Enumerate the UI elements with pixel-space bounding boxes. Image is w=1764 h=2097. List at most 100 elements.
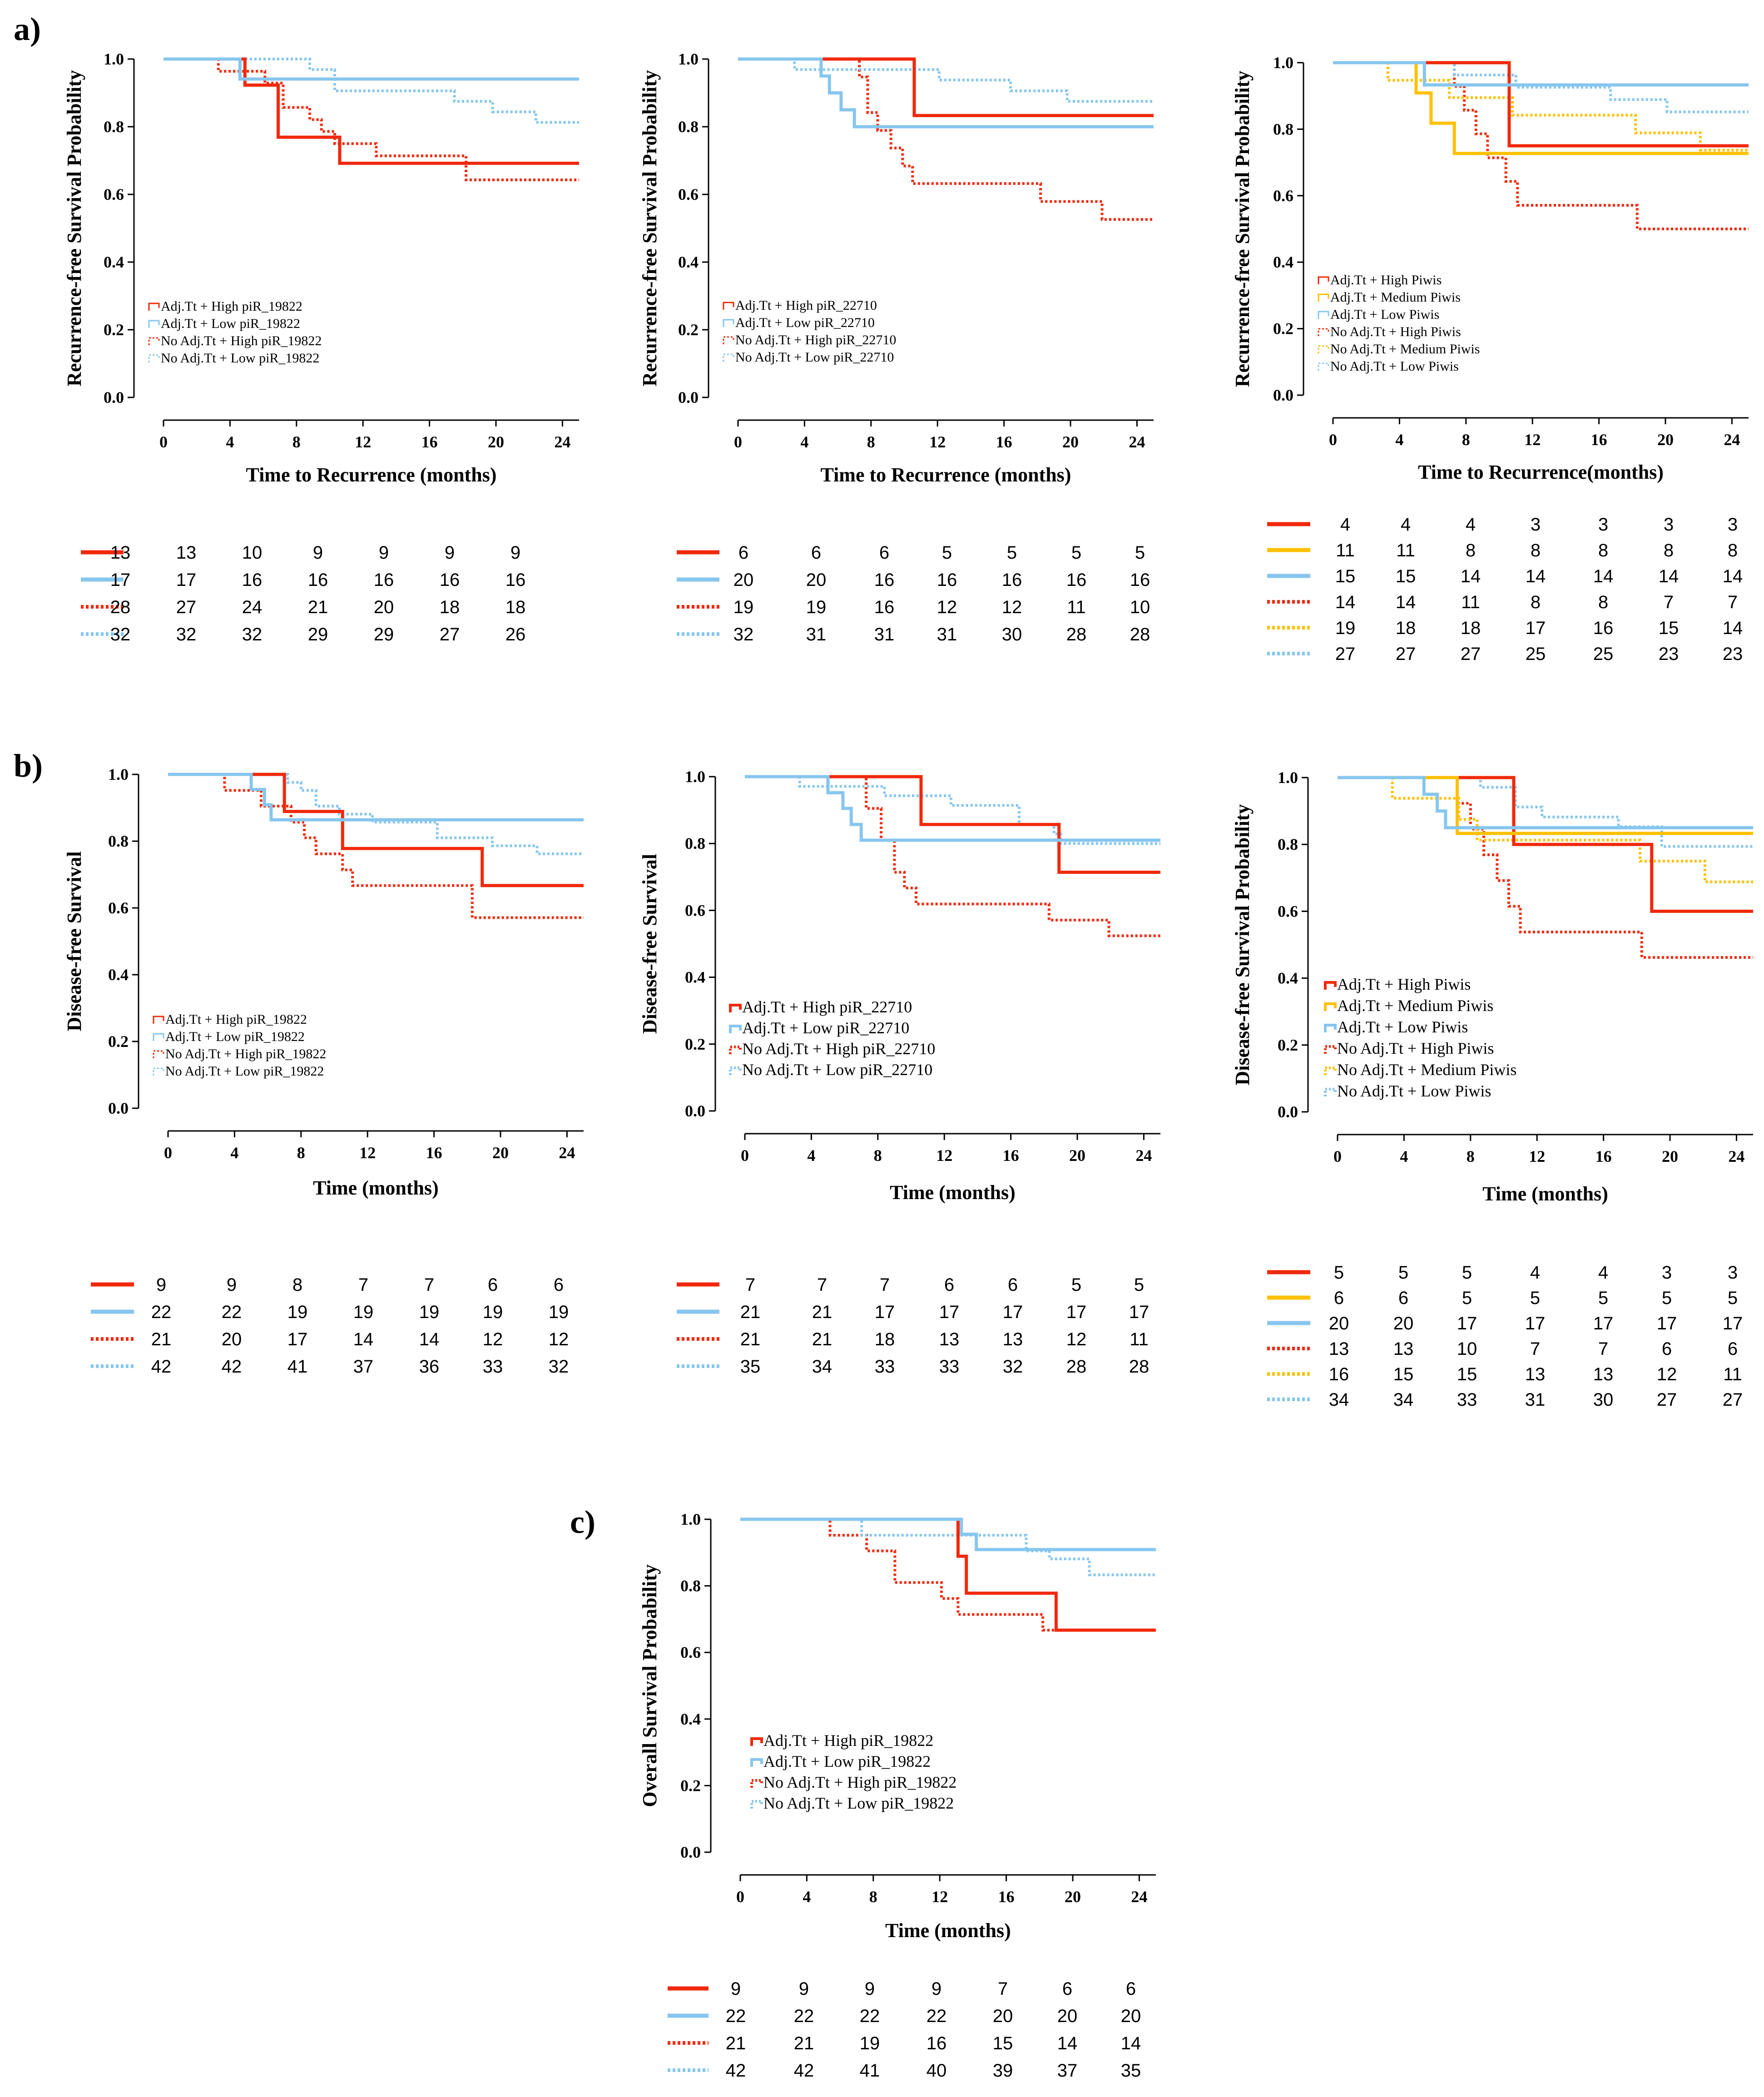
risk-count: 29: [308, 625, 328, 644]
risk-count: 6: [1662, 1339, 1672, 1359]
risk-count: 12: [1066, 1329, 1087, 1349]
legend-entry: Adj.Tt + High Piwis: [1337, 975, 1471, 993]
risk-count: 16: [242, 570, 263, 590]
risk-count: 16: [937, 570, 957, 590]
risk-count: 31: [937, 625, 957, 644]
legend-symbol: [153, 1033, 164, 1041]
y-tick-label: 0.2: [1278, 1036, 1298, 1054]
series-line: [168, 773, 584, 855]
y-tick-label: 1.0: [680, 1510, 701, 1528]
y-tick-label: 1.0: [678, 50, 699, 68]
x-tick-label: 16: [421, 433, 438, 451]
legend-symbol: [148, 354, 160, 362]
risk-count: 20: [1057, 2006, 1078, 2026]
risk-count: 27: [176, 597, 197, 617]
risk-count: 13: [110, 543, 131, 563]
legend-entry: No Adj.Tt + High piR_19822: [763, 1773, 956, 1791]
risk-count: 11: [1723, 1364, 1742, 1384]
risk-count: 20: [374, 597, 394, 617]
x-tick-label: 8: [292, 433, 301, 451]
risk-count: 4: [1530, 1263, 1540, 1283]
risk-count: 22: [726, 2006, 746, 2026]
series-line: [745, 775, 1160, 874]
x-axis-title: Time (months): [890, 1181, 1016, 1204]
risk-count: 3: [1598, 515, 1608, 535]
legend-symbol: [1324, 1024, 1337, 1032]
risk-count: 6: [811, 543, 821, 563]
risk-count: 10: [1130, 597, 1150, 617]
x-axis-title: Time to Recurrence(months): [1418, 461, 1664, 483]
risk-count: 21: [726, 2033, 746, 2053]
x-tick-label: 0: [741, 1146, 749, 1165]
risk-count: 17: [1525, 1314, 1546, 1334]
x-tick-label: 16: [1596, 1147, 1612, 1165]
series-line: [738, 57, 1154, 117]
risk-table: 4 4 4 3 3 3 3 11 11 8 8 8 8 8 15 15 14 14 14 14 14 14 14 11 8 8 7 7…: [1267, 515, 1743, 664]
y-axis-title: Disease-free Survival Probability: [1231, 804, 1254, 1085]
x-tick-label: 12: [359, 1144, 376, 1162]
y-tick-label: 0.2: [108, 1032, 129, 1051]
risk-table: 9 9 8 7 7 6 6 22 22 19 19 19 19 19 21 20 17 14 14 12 12 42 42 4…: [91, 1275, 569, 1377]
risk-count: 19: [483, 1302, 503, 1322]
legend-entry: Adj.Tt + Medium Piwis: [1337, 996, 1493, 1015]
risk-count: 30: [1593, 1390, 1614, 1410]
series-line: [740, 1517, 1156, 1552]
risk-count: 9: [445, 543, 455, 563]
risk-count: 9: [865, 1979, 875, 1999]
x-tick-label: 0: [1333, 1147, 1342, 1165]
y-tick-label: 0.4: [104, 253, 124, 271]
legend-symbol: [1318, 276, 1329, 284]
risk-count: 4: [1340, 515, 1350, 535]
risk-count: 33: [1457, 1390, 1477, 1410]
y-tick-label: 0.6: [1273, 187, 1293, 205]
risk-count: 37: [1057, 2061, 1078, 2081]
x-tick-label: 16: [426, 1144, 442, 1162]
series-line: [1333, 61, 1749, 155]
risk-count: 16: [1130, 570, 1150, 590]
y-tick-label: 0.2: [680, 1776, 701, 1795]
risk-count: 31: [1525, 1390, 1546, 1410]
y-axis-title: Disease-free Survival: [639, 854, 661, 1034]
risk-count: 13: [1593, 1364, 1614, 1384]
risk-count: 6: [944, 1275, 954, 1295]
risk-count: 7: [1728, 592, 1738, 612]
y-tick-label: 0.8: [685, 834, 705, 853]
risk-count: 32: [733, 625, 754, 644]
risk-table: 6 6 6 5 5 5 5 20 20 16 16 16 16 16 19 19 16 12 12 11 10 32 31 3…: [677, 543, 1150, 644]
risk-count: 4: [1401, 515, 1411, 535]
risk-count: 14: [1335, 592, 1356, 612]
risk-count: 22: [860, 2006, 880, 2026]
risk-count: 21: [812, 1329, 832, 1349]
legend-symbol: [1324, 1066, 1337, 1075]
x-axis-title: Time to Recurrence (months): [821, 464, 1071, 486]
risk-count: 12: [483, 1329, 503, 1349]
series-line: [164, 57, 579, 81]
risk-count: 6: [488, 1275, 498, 1295]
risk-count: 5: [1334, 1263, 1344, 1283]
risk-count: 32: [1003, 1357, 1023, 1377]
legend-entry: No Adj.Tt + High piR_19822: [161, 333, 322, 348]
risk-count: 11: [1461, 592, 1480, 612]
risk-count: 14: [353, 1329, 374, 1349]
x-axis-title: Time to Recurrence (months): [246, 464, 497, 486]
y-tick-label: 0.4: [685, 968, 705, 987]
x-tick-label: 16: [996, 433, 1012, 451]
legend-symbol: [750, 1737, 763, 1746]
series-line: [740, 1518, 1156, 1576]
risk-count: 6: [1398, 1288, 1408, 1308]
x-tick-label: 12: [936, 1146, 952, 1165]
risk-count: 19: [860, 2033, 880, 2053]
chart-c1: 0.0 0.2 0.4 0.6 0.8 1.0 0 4 8 12 16 20 24 Time (month…: [639, 1510, 1156, 2081]
risk-count: 35: [1121, 2061, 1141, 2081]
legend: Adj.Tt + High Piwis Adj.Tt + Medium Piwis…: [1318, 273, 1480, 374]
x-tick-label: 12: [929, 433, 946, 451]
risk-count: 14: [1121, 2033, 1141, 2053]
risk-count: 5: [1071, 1275, 1081, 1295]
x-tick-label: 12: [1529, 1147, 1545, 1165]
risk-count: 32: [176, 625, 197, 644]
legend-entry: No Adj.Tt + High Piwis: [1337, 1039, 1494, 1057]
risk-count: 33: [483, 1357, 503, 1377]
y-tick-label: 0.6: [104, 185, 124, 203]
x-tick-label: 0: [736, 1888, 744, 1906]
risk-count: 30: [1002, 625, 1022, 644]
